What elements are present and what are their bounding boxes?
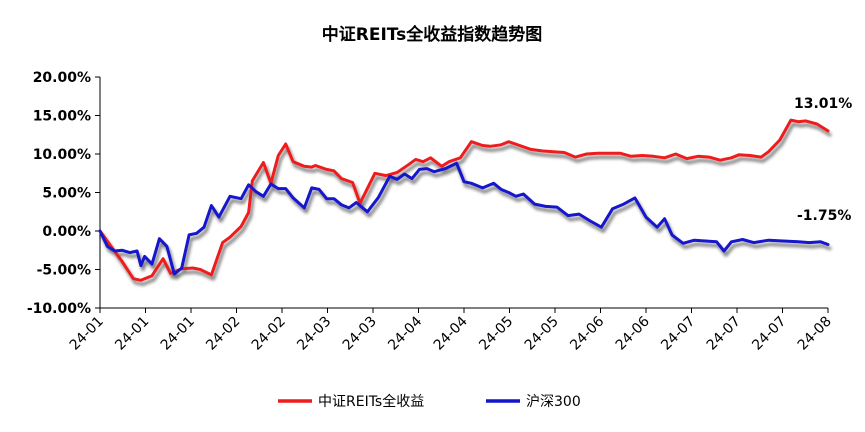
x-tick-label: 24-02 xyxy=(249,314,289,354)
legend: 中证REITs全收益 沪深300 xyxy=(278,393,581,410)
x-tick-label: 24-07 xyxy=(704,314,744,354)
legend-label-hs300: 沪深300 xyxy=(526,394,581,410)
series-line-reits xyxy=(98,118,830,282)
y-tick-label: 10.00% xyxy=(33,147,91,163)
chart-title: 中证REITs全收益指数趋势图 xyxy=(322,24,543,45)
y-tick-label: 5.00% xyxy=(42,186,91,202)
x-tick-label: 24-03 xyxy=(340,314,380,354)
x-tick-label: 24-05 xyxy=(476,314,516,354)
series-line-hs300 xyxy=(98,161,830,276)
legend-label-reits: 中证REITs全收益 xyxy=(318,393,424,410)
x-tick-label: 24-01 xyxy=(112,314,152,354)
y-tick-label: 15.00% xyxy=(33,109,91,125)
x-tick-label: 24-03 xyxy=(294,314,334,354)
y-axis-ticks: 20.00% 15.00% 10.00% 5.00% 0.00% -5.00% -10.00… xyxy=(27,70,100,317)
x-tick-label: 24-06 xyxy=(613,313,653,353)
x-tick-label: 24-08 xyxy=(795,314,835,354)
y-tick-label: 20.00% xyxy=(33,70,91,86)
y-tick-label: -5.00% xyxy=(37,263,91,279)
x-tick-label: 24-07 xyxy=(749,314,789,354)
x-tick-label: 24-02 xyxy=(203,314,243,354)
x-tick-label: 24-01 xyxy=(158,314,198,354)
x-axis-ticks: 24-01 24-01 24-01 24-02 24-02 24-03 24-03 24-04… xyxy=(67,308,835,354)
x-tick-label: 24-04 xyxy=(385,313,425,353)
x-tick-label: 24-01 xyxy=(67,314,107,354)
y-tick-label: -10.00% xyxy=(27,301,91,317)
x-tick-label: 24-06 xyxy=(567,313,607,353)
y-tick-label: 0.00% xyxy=(42,224,91,240)
series-lines xyxy=(98,118,830,282)
x-tick-label: 24-05 xyxy=(522,314,562,354)
end-label-reits: 13.01% xyxy=(794,96,852,112)
x-tick-label: 24-07 xyxy=(658,314,698,354)
end-label-hs300: -1.75% xyxy=(797,208,851,224)
x-tick-label: 24-04 xyxy=(431,313,471,353)
